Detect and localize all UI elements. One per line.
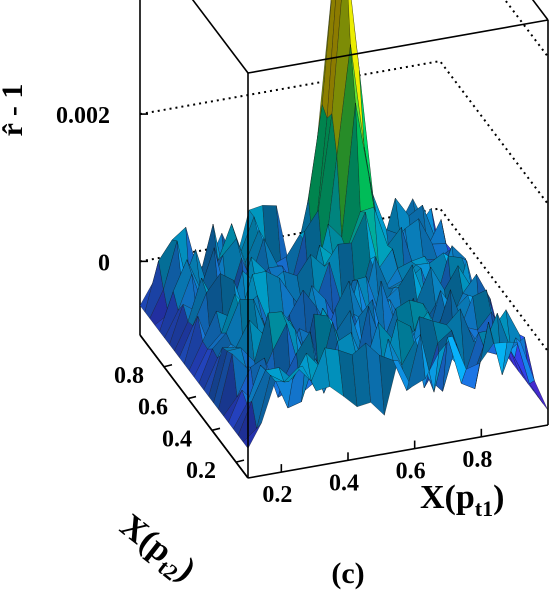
panel-label: (c): [331, 557, 364, 590]
y-tick-label: 0.2: [186, 458, 216, 484]
x-tick-label: 0.2: [262, 482, 292, 508]
x-axis-label: X(pt1): [420, 479, 504, 521]
y-tick-mark: [187, 395, 197, 400]
x-tick-label: 0.4: [329, 470, 359, 496]
y-axis-label: X(pt2): [110, 507, 202, 592]
y-tick-label: 0.8: [114, 363, 144, 389]
frame-edge: [139, 334, 249, 479]
x-axis-label-base: X(p: [420, 479, 475, 516]
y-tick-mark: [211, 427, 221, 432]
frame-edge: [247, 19, 549, 74]
x-axis-label-sub: t1: [475, 496, 493, 521]
z-axis-label: r̂ - 1: [0, 84, 29, 137]
x-tick-label: 0.8: [462, 447, 492, 473]
frame-edge: [247, 424, 549, 479]
frame-edge: [191, 0, 249, 74]
front-frame: [139, 0, 549, 479]
x-tick-label: 0.6: [396, 459, 426, 485]
y-tick-label: 0.6: [138, 395, 168, 421]
surface-mesh: [139, 0, 549, 449]
y-tick-mark: [235, 459, 245, 463]
frame-edge: [531, 0, 549, 21]
z-tick-label: 0.002: [56, 103, 110, 129]
surface-cell: [529, 380, 549, 411]
z-tick-label: 0: [98, 250, 110, 276]
y-tick-label: 0.4: [162, 426, 192, 452]
x-axis-label-close: ): [493, 479, 504, 516]
y-tick-mark: [163, 364, 173, 368]
